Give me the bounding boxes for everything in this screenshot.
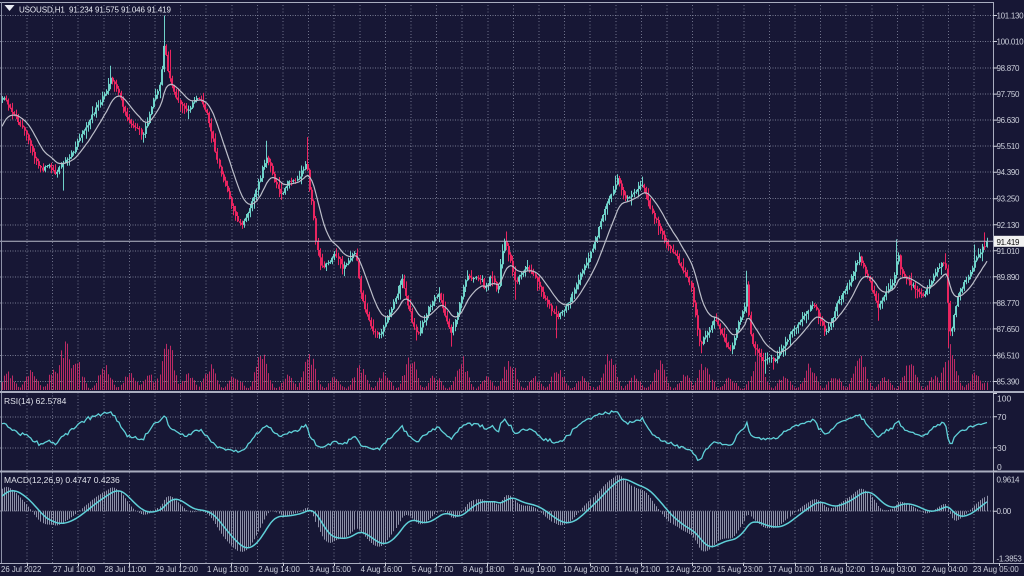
svg-text:10 Aug 20:00: 10 Aug 20:00 (563, 565, 610, 574)
svg-text:11 Aug 21:00: 11 Aug 21:00 (615, 565, 661, 574)
svg-text:USOUSD,H1 91.234 91.575 91.04: USOUSD,H1 91.234 91.575 91.046 91.419 (19, 6, 172, 15)
svg-text:RSI(14) 62.5784: RSI(14) 62.5784 (4, 396, 67, 406)
svg-text:26 Jul 2022: 26 Jul 2022 (1, 565, 41, 574)
svg-text:96.630: 96.630 (997, 116, 1021, 125)
svg-text:85.390: 85.390 (997, 377, 1021, 386)
svg-text:30: 30 (997, 443, 1007, 453)
svg-text:101.130: 101.130 (997, 12, 1024, 21)
svg-text:100.010: 100.010 (997, 38, 1024, 47)
svg-text:70: 70 (997, 412, 1007, 422)
svg-text:0.00: 0.00 (997, 507, 1012, 516)
svg-text:5 Aug 17:00: 5 Aug 17:00 (412, 565, 454, 574)
svg-text:87.650: 87.650 (997, 325, 1021, 334)
svg-text:0: 0 (997, 462, 1002, 472)
svg-text:18 Aug 02:00: 18 Aug 02:00 (819, 565, 866, 574)
svg-text:19 Aug 03:00: 19 Aug 03:00 (870, 565, 917, 574)
svg-text:4 Aug 16:00: 4 Aug 16:00 (361, 565, 403, 574)
svg-text:89.890: 89.890 (997, 273, 1021, 282)
svg-text:95.510: 95.510 (997, 142, 1021, 151)
svg-text:3 Aug 15:00: 3 Aug 15:00 (309, 565, 351, 574)
svg-text:1 Aug 13:00: 1 Aug 13:00 (207, 565, 249, 574)
svg-text:91.010: 91.010 (997, 247, 1021, 256)
svg-text:23 Aug 05:00: 23 Aug 05:00 (973, 565, 1020, 574)
svg-text:88.770: 88.770 (997, 299, 1021, 308)
svg-text:94.390: 94.390 (997, 168, 1021, 177)
svg-text:8 Aug 18:00: 8 Aug 18:00 (463, 565, 505, 574)
svg-text:22 Aug 04:00: 22 Aug 04:00 (922, 565, 969, 574)
svg-text:27 Jul 10:00: 27 Jul 10:00 (53, 565, 96, 574)
svg-text:93.250: 93.250 (997, 195, 1021, 204)
svg-text:98.870: 98.870 (997, 64, 1021, 73)
svg-text:92.130: 92.130 (997, 221, 1021, 230)
svg-text:2 Aug 14:00: 2 Aug 14:00 (258, 565, 300, 574)
svg-text:MACD(12,26,9) 0.4747 0.4236: MACD(12,26,9) 0.4747 0.4236 (4, 475, 120, 485)
svg-text:9 Aug 19:00: 9 Aug 19:00 (514, 565, 556, 574)
svg-text:17 Aug 01:00: 17 Aug 01:00 (768, 565, 815, 574)
svg-text:100: 100 (997, 394, 1011, 404)
svg-text:29 Jul 12:00: 29 Jul 12:00 (155, 565, 198, 574)
svg-text:28 Jul 11:00: 28 Jul 11:00 (104, 565, 147, 574)
svg-text:0.9614: 0.9614 (997, 476, 1021, 485)
svg-text:-1.3853: -1.3853 (997, 555, 1023, 564)
svg-text:91.419: 91.419 (997, 238, 1021, 247)
svg-text:15 Aug 23:00: 15 Aug 23:00 (717, 565, 764, 574)
svg-text:86.510: 86.510 (997, 351, 1021, 360)
svg-text:97.750: 97.750 (997, 90, 1021, 99)
svg-text:12 Aug 22:00: 12 Aug 22:00 (666, 565, 713, 574)
